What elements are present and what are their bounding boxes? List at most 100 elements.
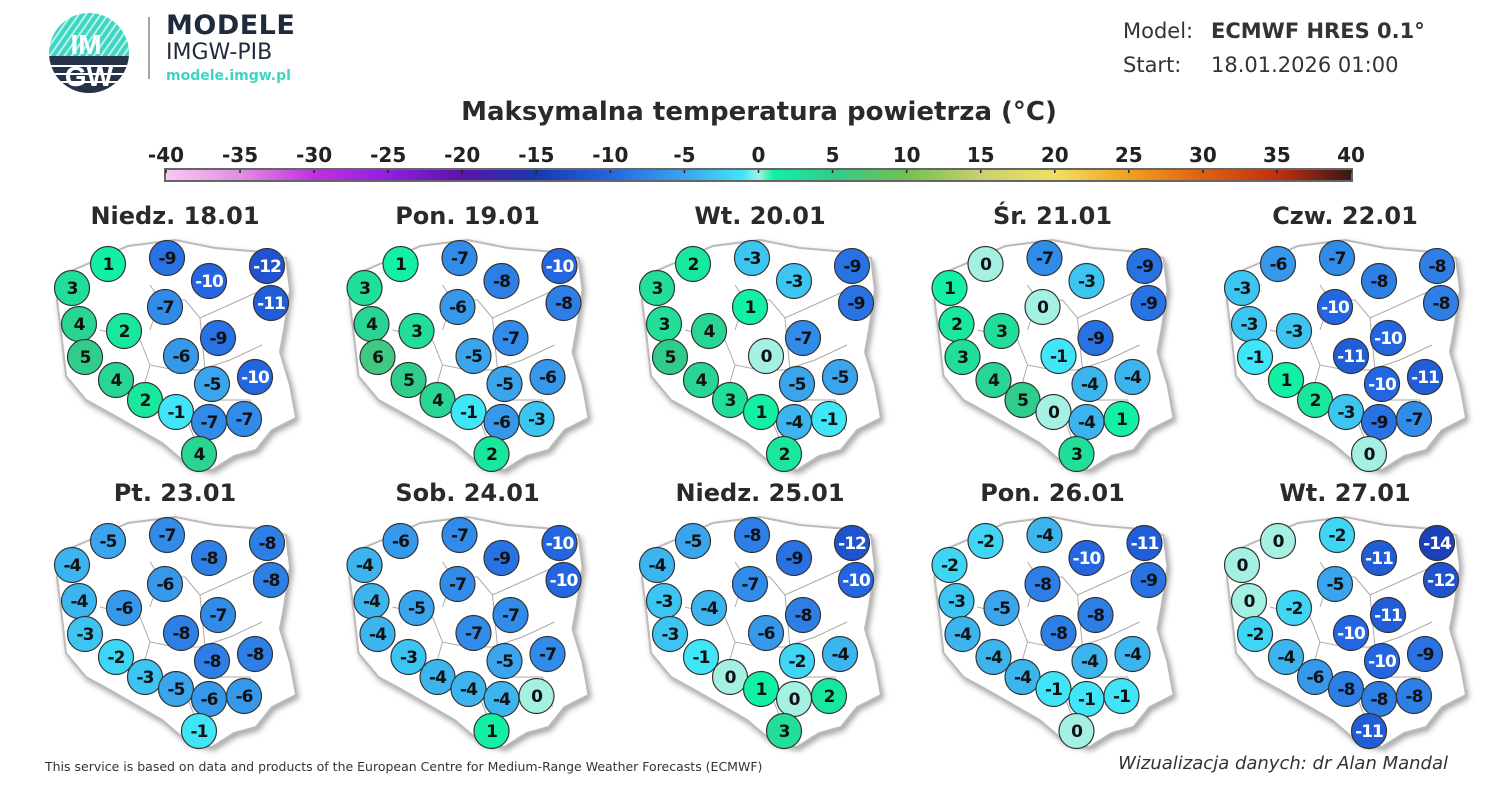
- temperature-bubble: [541, 247, 578, 285]
- station-szczecin: 3: [638, 269, 676, 307]
- station-opole: 2: [1296, 381, 1334, 419]
- station-katowice: -8: [1327, 670, 1365, 708]
- temperature-value: -10: [546, 534, 575, 554]
- temperature-value: -8: [201, 549, 218, 569]
- colorbar-tick-label: 30: [1189, 143, 1217, 167]
- station-krakow: 0: [775, 680, 813, 718]
- station-legnica: -4: [975, 638, 1012, 676]
- day-panel: Czw. 22.01 -6 -7 -8 -8 -3 -8 -3 -10 -3 -10 -1 -11 1 -1…: [1223, 202, 1468, 473]
- station-lodz: -1: [1040, 337, 1077, 375]
- temperature-value: -4: [1124, 368, 1142, 388]
- station-zielona-gora: -4: [944, 615, 981, 653]
- temperature-bubble: [765, 435, 803, 473]
- station-zielona-gora: -3: [651, 615, 689, 653]
- colorbar-tick-label: -35: [222, 143, 258, 167]
- temperature-bubble: [359, 615, 396, 653]
- station-rzeszow: -1: [1103, 677, 1140, 715]
- station-bydgoszcz: -6: [439, 288, 476, 326]
- temperature-value: 4: [366, 315, 378, 335]
- colorbar-tick-label: -40: [148, 143, 184, 167]
- temperature-value: -6: [1270, 255, 1287, 275]
- temperature-bubble: [199, 319, 237, 357]
- colorbar-tick-label: 40: [1337, 143, 1365, 167]
- temperature-value: -1: [191, 722, 208, 742]
- temperature-bubble: [1068, 539, 1105, 577]
- station-zielona-gora: -4: [359, 615, 396, 653]
- logo-divider: [148, 17, 150, 79]
- station-ne-coast: -8: [248, 524, 286, 562]
- temperature-bubble: [1406, 358, 1444, 396]
- station-zielona-gora: -2: [1236, 615, 1274, 653]
- temperature-value: -4: [369, 625, 387, 645]
- station-bydgoszcz: 1: [731, 288, 769, 326]
- temperature-value: -4: [71, 592, 89, 612]
- temperature-value: -11: [1337, 347, 1365, 367]
- station-elblag: -9: [775, 539, 813, 577]
- station-suwalki: -9: [1130, 561, 1167, 599]
- temperature-value: 5: [403, 371, 414, 391]
- station-bydgoszcz: -6: [146, 565, 184, 603]
- station-elblag: -8: [1360, 262, 1398, 300]
- station-suwalki: -9: [837, 284, 875, 322]
- day-title: Niedz. 25.01: [675, 479, 844, 507]
- station-nw-coast: 0: [967, 245, 1004, 283]
- station-warszawa: -7: [784, 319, 822, 357]
- temperature-bubble: [1068, 262, 1105, 300]
- station-elblag: -10: [1068, 539, 1105, 577]
- temperature-bubble: [1327, 393, 1365, 431]
- temperature-value: 3: [779, 722, 790, 742]
- temperature-bubble: [1103, 400, 1140, 438]
- temperature-value: -7: [1406, 410, 1423, 430]
- station-zakopane: 3: [765, 712, 803, 750]
- temperature-bubble: [66, 338, 104, 376]
- temperature-value: -7: [201, 413, 218, 433]
- temperature-value: 2: [779, 445, 790, 465]
- temperature-value: 3: [725, 391, 736, 411]
- temperature-bubble: [398, 312, 435, 350]
- temperature-value: -4: [64, 556, 82, 576]
- temperature-bubble: [1223, 546, 1261, 584]
- temperature-value: -5: [685, 532, 702, 552]
- temperature-bubble: [53, 269, 91, 307]
- temperature-bubble: [784, 319, 822, 357]
- temperature-bubble: [1395, 677, 1433, 715]
- temperature-bubble: [1363, 365, 1401, 403]
- temperature-value: -4: [786, 413, 804, 433]
- brand-url[interactable]: modele.imgw.pl: [166, 68, 291, 84]
- temperature-value: -5: [789, 375, 806, 395]
- temperature-value: -4: [493, 690, 511, 710]
- temperature-value: -9: [1136, 257, 1153, 277]
- temperature-bubble: [1040, 337, 1077, 375]
- temperature-value: 4: [432, 391, 444, 411]
- temperature-value: -8: [173, 624, 190, 644]
- temperature-value: 3: [957, 348, 968, 368]
- temperature-bubble: [674, 522, 712, 560]
- station-lodz: -8: [1040, 614, 1077, 652]
- station-poznan: 3: [983, 312, 1020, 350]
- temperature-value: -4: [701, 599, 719, 619]
- temperature-bubble: [733, 516, 771, 554]
- station-katowice: -1: [1035, 670, 1072, 708]
- temperature-bubble: [1275, 589, 1313, 627]
- temperature-value: 0: [531, 687, 543, 707]
- temperature-value: 0: [789, 690, 801, 710]
- temperature-bubble: [236, 635, 274, 673]
- temperature-value: -4: [1124, 645, 1142, 665]
- temperature-value: -8: [259, 534, 276, 554]
- station-poznan: -5: [398, 589, 435, 627]
- temperature-bubble: [346, 546, 383, 584]
- station-gdansk: -7: [441, 239, 478, 277]
- temperature-bubble: [1363, 642, 1401, 680]
- station-opole: -3: [126, 658, 164, 696]
- temperature-bubble: [382, 522, 419, 560]
- temperature-value: -6: [449, 298, 466, 318]
- station-suwalki: -10: [545, 561, 582, 599]
- temperature-value: -6: [173, 347, 190, 367]
- temperature-value: -9: [844, 257, 861, 277]
- temperature-value: 2: [1310, 391, 1321, 411]
- temperature-value: -5: [496, 652, 513, 672]
- temperature-value: -5: [465, 347, 482, 367]
- colorbar-tick-label: 5: [826, 143, 840, 167]
- station-krakow: -4: [775, 403, 813, 441]
